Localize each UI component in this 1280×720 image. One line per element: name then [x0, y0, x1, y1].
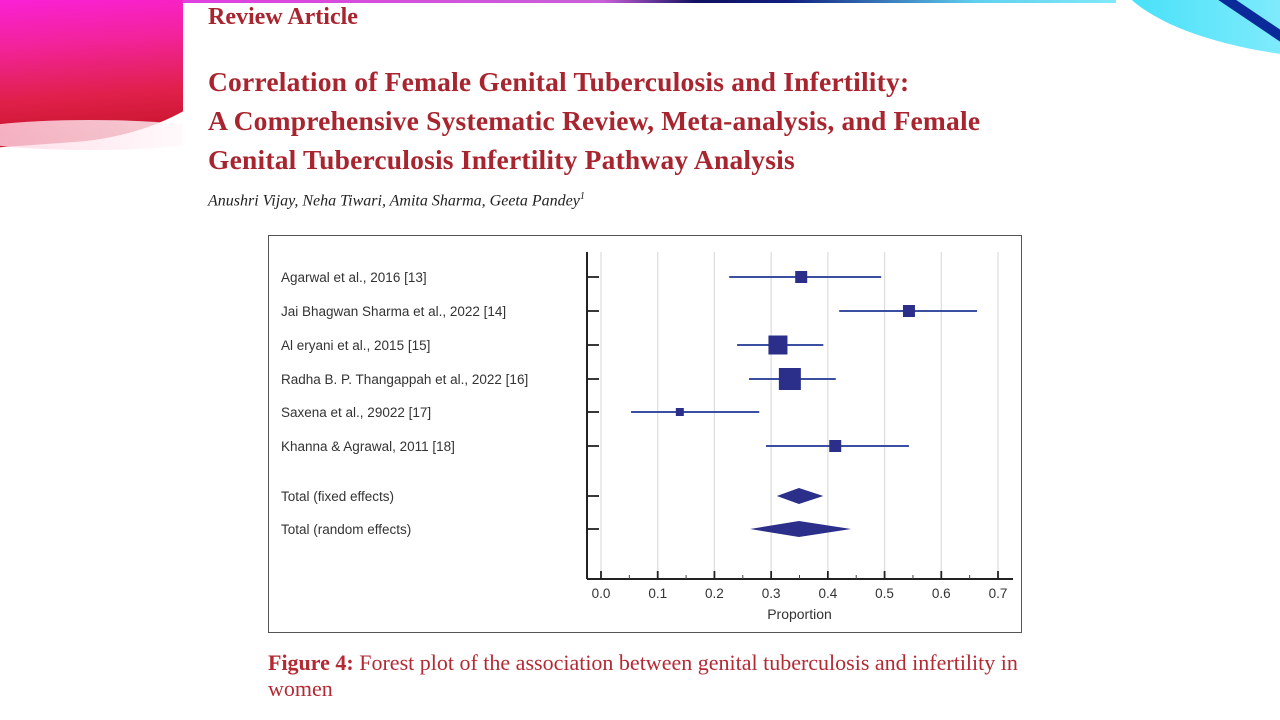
x-tick-label: 0.7 [989, 586, 1008, 601]
study-label: Al eryani et al., 2015 [15] [281, 338, 430, 353]
section-label: Review Article [208, 4, 358, 30]
x-tick-label: 0.5 [875, 586, 894, 601]
decorative-blue-swoosh [1110, 0, 1280, 60]
x-tick-label: 0.1 [648, 586, 667, 601]
caption-text: Forest plot of the association between g… [268, 650, 1018, 701]
study-estimate-marker [902, 305, 915, 317]
study-label: Radha B. P. Thangappah et al., 2022 [16] [281, 372, 528, 387]
study-estimate-marker [778, 368, 801, 390]
article-title: Correlation of Female Genital Tuberculos… [208, 62, 1128, 179]
study-label: Agarwal et al., 2016 [13] [281, 270, 427, 285]
x-axis-label: Proportion [767, 606, 832, 622]
pooled-label: Total (random effects) [281, 522, 411, 537]
study-label: Jai Bhagwan Sharma et al., 2022 [14] [281, 304, 506, 319]
forest-plot-figure: 0.0 0.1 0.2 0.3 0.4 0.5 0.6 0.7 Proportion Agarwa… [268, 235, 1022, 633]
pink-highlight [0, 120, 200, 150]
cyan-band [1110, 0, 1280, 60]
title-line: Genital Tuberculosis Infertility Pathway… [208, 144, 795, 175]
x-tick-label: 0.4 [818, 586, 837, 601]
x-tick-label: 0.3 [762, 586, 781, 601]
x-tick-label: 0.2 [705, 586, 724, 601]
study-estimate-marker [795, 271, 808, 283]
title-line: A Comprehensive Systematic Review, Meta-… [208, 105, 981, 136]
study-estimate-marker [675, 408, 684, 416]
author-list: Anushri Vijay, Neha Tiwari, Amita Sharma… [208, 191, 585, 210]
study-estimate-marker [829, 440, 842, 452]
x-tick-label: 0.6 [932, 586, 951, 601]
study-label: Khanna & Agrawal, 2011 [18] [281, 439, 455, 454]
caption-label: Figure 4: [268, 650, 354, 675]
title-line: Correlation of Female Genital Tuberculos… [208, 66, 910, 97]
decorative-pink-swoosh [0, 0, 200, 150]
pooled-estimate-diamond [776, 488, 824, 504]
figure-caption: Figure 4: Forest plot of the association… [268, 650, 1048, 702]
top-gradient-strip [183, 0, 1116, 3]
pooled-label: Total (fixed effects) [281, 489, 394, 504]
study-estimate-marker [768, 335, 788, 355]
authors-text: Anushri Vijay, Neha Tiwari, Amita Sharma… [208, 192, 580, 210]
x-tick-label: 0.0 [592, 586, 611, 601]
forest-plot: 0.0 0.1 0.2 0.3 0.4 0.5 0.6 0.7 Proportion Agarwa… [281, 252, 1013, 622]
study-label: Saxena et al., 29022 [17] [281, 405, 431, 420]
author-affiliation-mark: 1 [579, 191, 585, 202]
pooled-estimate-diamond [750, 521, 852, 537]
